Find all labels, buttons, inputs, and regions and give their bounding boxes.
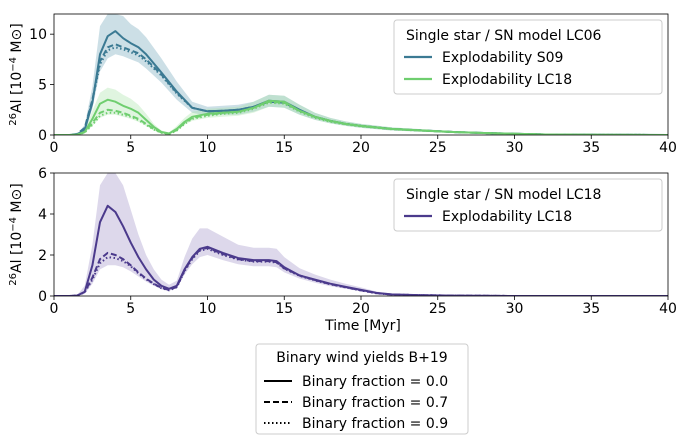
series-line-solid xyxy=(54,98,668,135)
x-tick-label: 35 xyxy=(582,301,600,317)
x-tick-label: 10 xyxy=(199,140,217,156)
x-tick-label: 20 xyxy=(352,301,370,317)
panel-legend-title: Single star / SN model LC18 xyxy=(406,187,601,203)
panel-legend-title: Single star / SN model LC06 xyxy=(406,28,602,44)
y-tick-label: 0 xyxy=(38,128,47,144)
y-tick-label: 6 xyxy=(38,166,47,182)
x-tick-label: 20 xyxy=(352,140,370,156)
figure-legend: Binary wind yields B+19 Binary fraction … xyxy=(255,343,469,435)
x-tick-label: 10 xyxy=(199,301,217,317)
x-axis-label: Time [Myr] xyxy=(324,318,401,334)
y-tick-label: 2 xyxy=(38,248,47,264)
legend-entry-label: Explodability LC18 xyxy=(442,72,572,88)
legend-entry-label: Explodability S09 xyxy=(442,50,563,66)
series-band xyxy=(54,173,668,296)
panel-legend: Single star / SN model LC06 Explodability… xyxy=(393,19,663,95)
x-tick-label: 5 xyxy=(126,140,135,156)
figure-legend-entry-label: Binary fraction = 0.7 xyxy=(302,395,448,411)
x-tick-label: 35 xyxy=(582,140,600,156)
y-tick-label: 0 xyxy=(38,289,47,305)
y-tick-label: 5 xyxy=(38,78,47,94)
plot-area xyxy=(54,14,668,135)
x-tick-label: 25 xyxy=(429,301,447,317)
series-band xyxy=(54,14,668,135)
x-tick-label: 40 xyxy=(659,301,677,317)
figure-legend-title: Binary wind yields B+19 xyxy=(276,350,447,366)
x-tick-label: 25 xyxy=(429,140,447,156)
y-axis-label: 26Al [10−4 M⊙] xyxy=(8,23,25,125)
series-line-solid xyxy=(54,204,668,296)
figure-legend-entry-label: Binary fraction = 0.0 xyxy=(302,374,448,390)
panel-legend-frame xyxy=(393,178,663,232)
series-band xyxy=(54,87,668,135)
x-tick-label: 5 xyxy=(126,301,135,317)
bottom-panel: 0 5 10 15 20 25 30 35 40 0 2 4 6 26Al [10−4 M⊙] Single… xyxy=(8,166,677,317)
legend-entry-label: Explodability LC18 xyxy=(442,209,572,225)
x-tick-label: 15 xyxy=(275,140,293,156)
panel-legend: Single star / SN model LC18 Explodability… xyxy=(393,178,663,232)
y-tick-label: 10 xyxy=(29,27,47,43)
figure-legend-entry-label: Binary fraction = 0.9 xyxy=(302,416,448,432)
x-tick-label: 0 xyxy=(50,140,59,156)
y-axis-label: 26Al [10−4 M⊙] xyxy=(8,183,25,285)
x-tick-label: 30 xyxy=(506,140,524,156)
plot-area xyxy=(54,173,668,296)
x-tick-label: 15 xyxy=(275,301,293,317)
x-tick-label: 30 xyxy=(506,301,524,317)
x-tick-label: 0 xyxy=(50,301,59,317)
figure-legend-frame xyxy=(255,343,469,435)
y-tick-label: 4 xyxy=(38,207,47,223)
panel-legend-frame xyxy=(393,19,663,95)
x-tick-label: 40 xyxy=(659,140,677,156)
